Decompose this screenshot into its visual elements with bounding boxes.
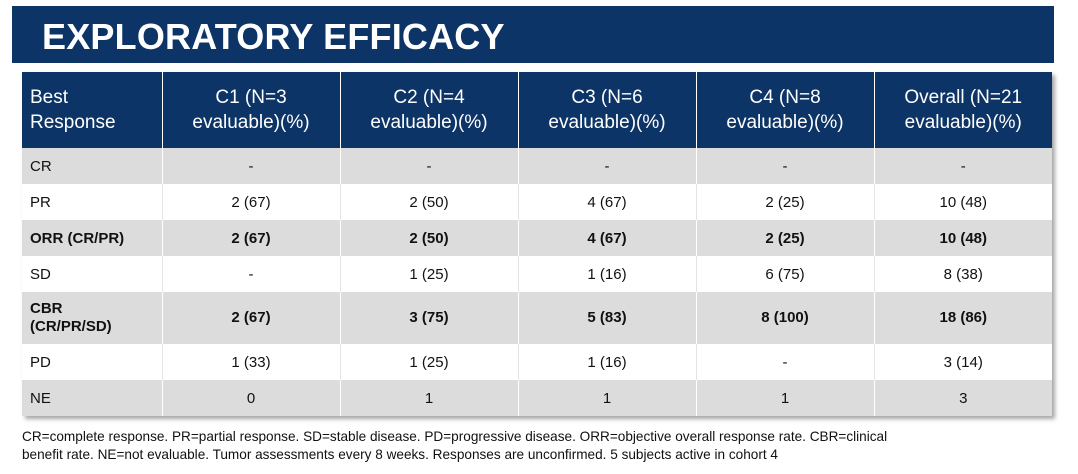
row-label-line: SD	[30, 265, 51, 283]
table-cell: 2 (67)	[162, 292, 341, 344]
table-cell: 2 (25)	[696, 184, 875, 220]
table-cell: 10 (48)	[874, 220, 1052, 256]
table-cell: 10 (48)	[874, 184, 1052, 220]
table-cell: -	[696, 148, 875, 184]
table-body: CR - - - - - PR 2 (67) 2 (50) 4 (67) 2 (25) 10 (48)…	[22, 148, 1052, 416]
table-cell: 3 (14)	[874, 344, 1052, 380]
table-cell: 1	[518, 380, 697, 416]
row-label-line: ORR (CR/PR)	[30, 229, 125, 247]
row-label: PR	[22, 184, 163, 220]
table-cell: 2 (50)	[340, 184, 519, 220]
column-header-line: evaluable)(%)	[192, 112, 310, 133]
column-header-line: C3 (N=6	[571, 87, 643, 108]
row-label-line: NE	[30, 389, 51, 407]
table-row: NE 0 1 1 1 3	[22, 380, 1052, 416]
table-cell: 1 (25)	[340, 344, 519, 380]
table-cell: 1 (33)	[162, 344, 341, 380]
table-row: SD -1 (25) 1 (16) 6 (75) 8 (38)	[22, 256, 1052, 292]
table-cell: -	[162, 148, 341, 184]
column-header-line: Response	[30, 112, 116, 133]
table-cell: 1 (16)	[518, 344, 697, 380]
column-header: C4 (N=8 evaluable)(%)	[696, 72, 875, 148]
table-cell: 1 (25)	[340, 256, 519, 292]
column-header: C2 (N=4 evaluable)(%)	[340, 72, 519, 148]
column-header-best-response: Best Response	[22, 72, 163, 148]
row-label: CR	[22, 148, 163, 184]
footnote-line: CR=complete response. PR=partial respons…	[22, 429, 888, 444]
column-header: Overall (N=21 evaluable)(%)	[874, 72, 1052, 148]
table-cell: 8 (38)	[874, 256, 1052, 292]
column-header: C3 (N=6 evaluable)(%)	[518, 72, 697, 148]
title-bar: EXPLORATORY EFFICACY	[12, 6, 1054, 63]
column-header-line: evaluable)(%)	[904, 112, 1022, 133]
row-label: PD	[22, 344, 163, 380]
row-label-line: PD	[30, 353, 51, 371]
table-cell: 2 (50)	[340, 220, 519, 256]
table-cell: 2 (25)	[696, 220, 875, 256]
column-header-line: C2 (N=4	[393, 87, 465, 108]
table-cell: 5 (83)	[518, 292, 697, 344]
column-header: C1 (N=3 evaluable)(%)	[162, 72, 341, 148]
table-cell: -	[162, 256, 341, 292]
table-cell: 18 (86)	[874, 292, 1052, 344]
table-cell: -	[340, 148, 519, 184]
table-cell: 8 (100)	[696, 292, 875, 344]
table-cell: 4 (67)	[518, 220, 697, 256]
table-header-row: Best Response C1 (N=3 evaluable)(%) C2 (N=4 e…	[22, 72, 1052, 148]
column-header-line: evaluable)(%)	[548, 112, 666, 133]
page-title: EXPLORATORY EFFICACY	[42, 16, 505, 57]
row-label: SD	[22, 256, 163, 292]
footnote: CR=complete response. PR=partial respons…	[22, 428, 1078, 464]
column-header-line: C1 (N=3	[215, 87, 287, 108]
row-label-line: (CR/PR/SD)	[30, 318, 112, 335]
row-label: NE	[22, 380, 163, 416]
row-label-line: PR	[30, 193, 51, 211]
footnote-line: benefit rate. NE=not evaluable. Tumor as…	[22, 447, 778, 462]
column-header-line: evaluable)(%)	[726, 112, 844, 133]
table-cell: -	[874, 148, 1052, 184]
table-row: CBR (CR/PR/SD) 2 (67) 3 (75) 5 (83) 8 (100) 18…	[22, 292, 1052, 344]
column-header-line: C4 (N=8	[749, 87, 821, 108]
column-header-line: Overall (N=21	[904, 87, 1023, 108]
table-row: PD 1 (33) 1 (25) 1 (16) -3 (14)	[22, 344, 1052, 380]
column-header-line: evaluable)(%)	[370, 112, 488, 133]
table-cell: 3 (75)	[340, 292, 519, 344]
table-row: CR - - - - -	[22, 148, 1052, 184]
table-row: PR 2 (67) 2 (50) 4 (67) 2 (25) 10 (48)	[22, 184, 1052, 220]
table-cell: 6 (75)	[696, 256, 875, 292]
table-cell: -	[518, 148, 697, 184]
row-label-line: CBR	[30, 300, 63, 317]
table-cell: 1	[696, 380, 875, 416]
table-cell: 1	[340, 380, 519, 416]
table-cell: 3	[874, 380, 1052, 416]
column-header-line: Best	[30, 87, 69, 108]
table-cell: -	[696, 344, 875, 380]
table-cell: 2 (67)	[162, 184, 341, 220]
table-cell: 2 (67)	[162, 220, 341, 256]
efficacy-table: Best Response C1 (N=3 evaluable)(%) C2 (N=4 e…	[22, 72, 1052, 416]
table-row: ORR (CR/PR) 2 (67) 2 (50) 4 (67) 2 (25) 10 (4…	[22, 220, 1052, 256]
row-label: ORR (CR/PR)	[22, 220, 163, 256]
row-label: CBR (CR/PR/SD)	[22, 292, 163, 344]
table-cell: 1 (16)	[518, 256, 697, 292]
table-cell: 0	[162, 380, 341, 416]
efficacy-table-container: Best Response C1 (N=3 evaluable)(%) C2 (N=4 e…	[22, 72, 1052, 416]
table-cell: 4 (67)	[518, 184, 697, 220]
row-label-line: CR	[30, 157, 52, 175]
